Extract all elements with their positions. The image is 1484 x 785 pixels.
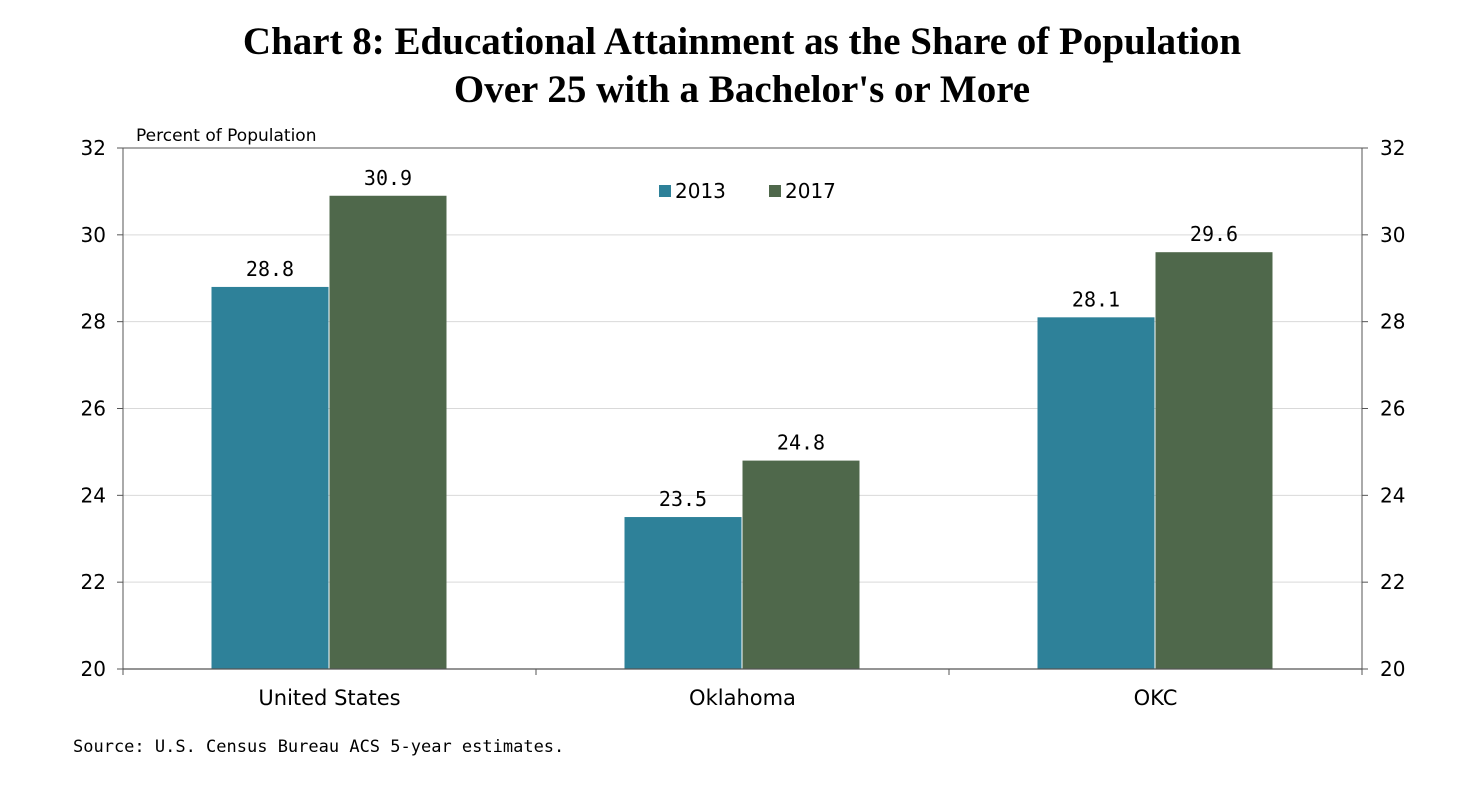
- x-category-label: Oklahoma: [689, 686, 796, 710]
- legend-swatch-2013: [659, 185, 671, 197]
- data-label: 28.8: [246, 257, 294, 281]
- source-note: Source: U.S. Census Bureau ACS 5-year es…: [73, 737, 565, 757]
- legend: 2013 2017: [659, 179, 836, 203]
- bar-2017-2: [1155, 252, 1273, 669]
- y-axis-right-ticks: 20 22 24 26 28 30 32: [1362, 136, 1405, 681]
- legend-swatch-2017: [769, 185, 781, 197]
- y-tick-label-right: 32: [1380, 136, 1405, 160]
- data-label: 24.8: [777, 431, 825, 455]
- y-tick-label-left: 26: [81, 397, 106, 421]
- legend-label: 2017: [785, 179, 836, 203]
- y-tick-label-right: 24: [1380, 483, 1405, 507]
- chart-title: Chart 8: Educational Attainment as the S…: [0, 18, 1484, 114]
- data-label: 28.1: [1072, 287, 1120, 311]
- bar-2013-2: [1037, 317, 1155, 669]
- bar-2017-1: [742, 460, 860, 669]
- y-tick-label-left: 28: [81, 310, 106, 334]
- data-label: 30.9: [364, 166, 412, 190]
- data-label: 23.5: [659, 487, 707, 511]
- y-axis-label: Percent of Population: [136, 126, 316, 146]
- legend-label: 2013: [675, 179, 726, 203]
- y-axis-left-ticks: 20 22 24 26 28 30 32: [81, 136, 123, 681]
- data-labels: 28.8 30.9 23.5 24.8 28.1 29.6: [246, 166, 1238, 511]
- y-tick-label-right: 26: [1380, 397, 1405, 421]
- y-tick-label-left: 24: [81, 483, 106, 507]
- bar-2017-0: [329, 195, 447, 669]
- y-tick-label-right: 30: [1380, 223, 1405, 247]
- y-tick-label-left: 22: [81, 570, 106, 594]
- bar-2013-1: [624, 517, 742, 669]
- y-tick-label-left: 20: [81, 657, 106, 681]
- x-category-label: OKC: [1134, 686, 1178, 710]
- bar-2013-0: [211, 286, 329, 669]
- y-tick-label-right: 22: [1380, 570, 1405, 594]
- y-tick-label-left: 30: [81, 223, 106, 247]
- x-category-label: United States: [258, 686, 400, 710]
- y-tick-label-right: 20: [1380, 657, 1405, 681]
- chart-title-line-2: Over 25 with a Bachelor's or More: [453, 68, 1031, 111]
- chart-title-line-1: Chart 8: Educational Attainment as the S…: [242, 20, 1242, 63]
- x-axis-categories: United States Oklahoma OKC: [258, 686, 1177, 710]
- y-tick-label-left: 32: [81, 136, 106, 160]
- bars: [211, 195, 1273, 669]
- y-tick-label-right: 28: [1380, 310, 1405, 334]
- data-label: 29.6: [1190, 222, 1238, 246]
